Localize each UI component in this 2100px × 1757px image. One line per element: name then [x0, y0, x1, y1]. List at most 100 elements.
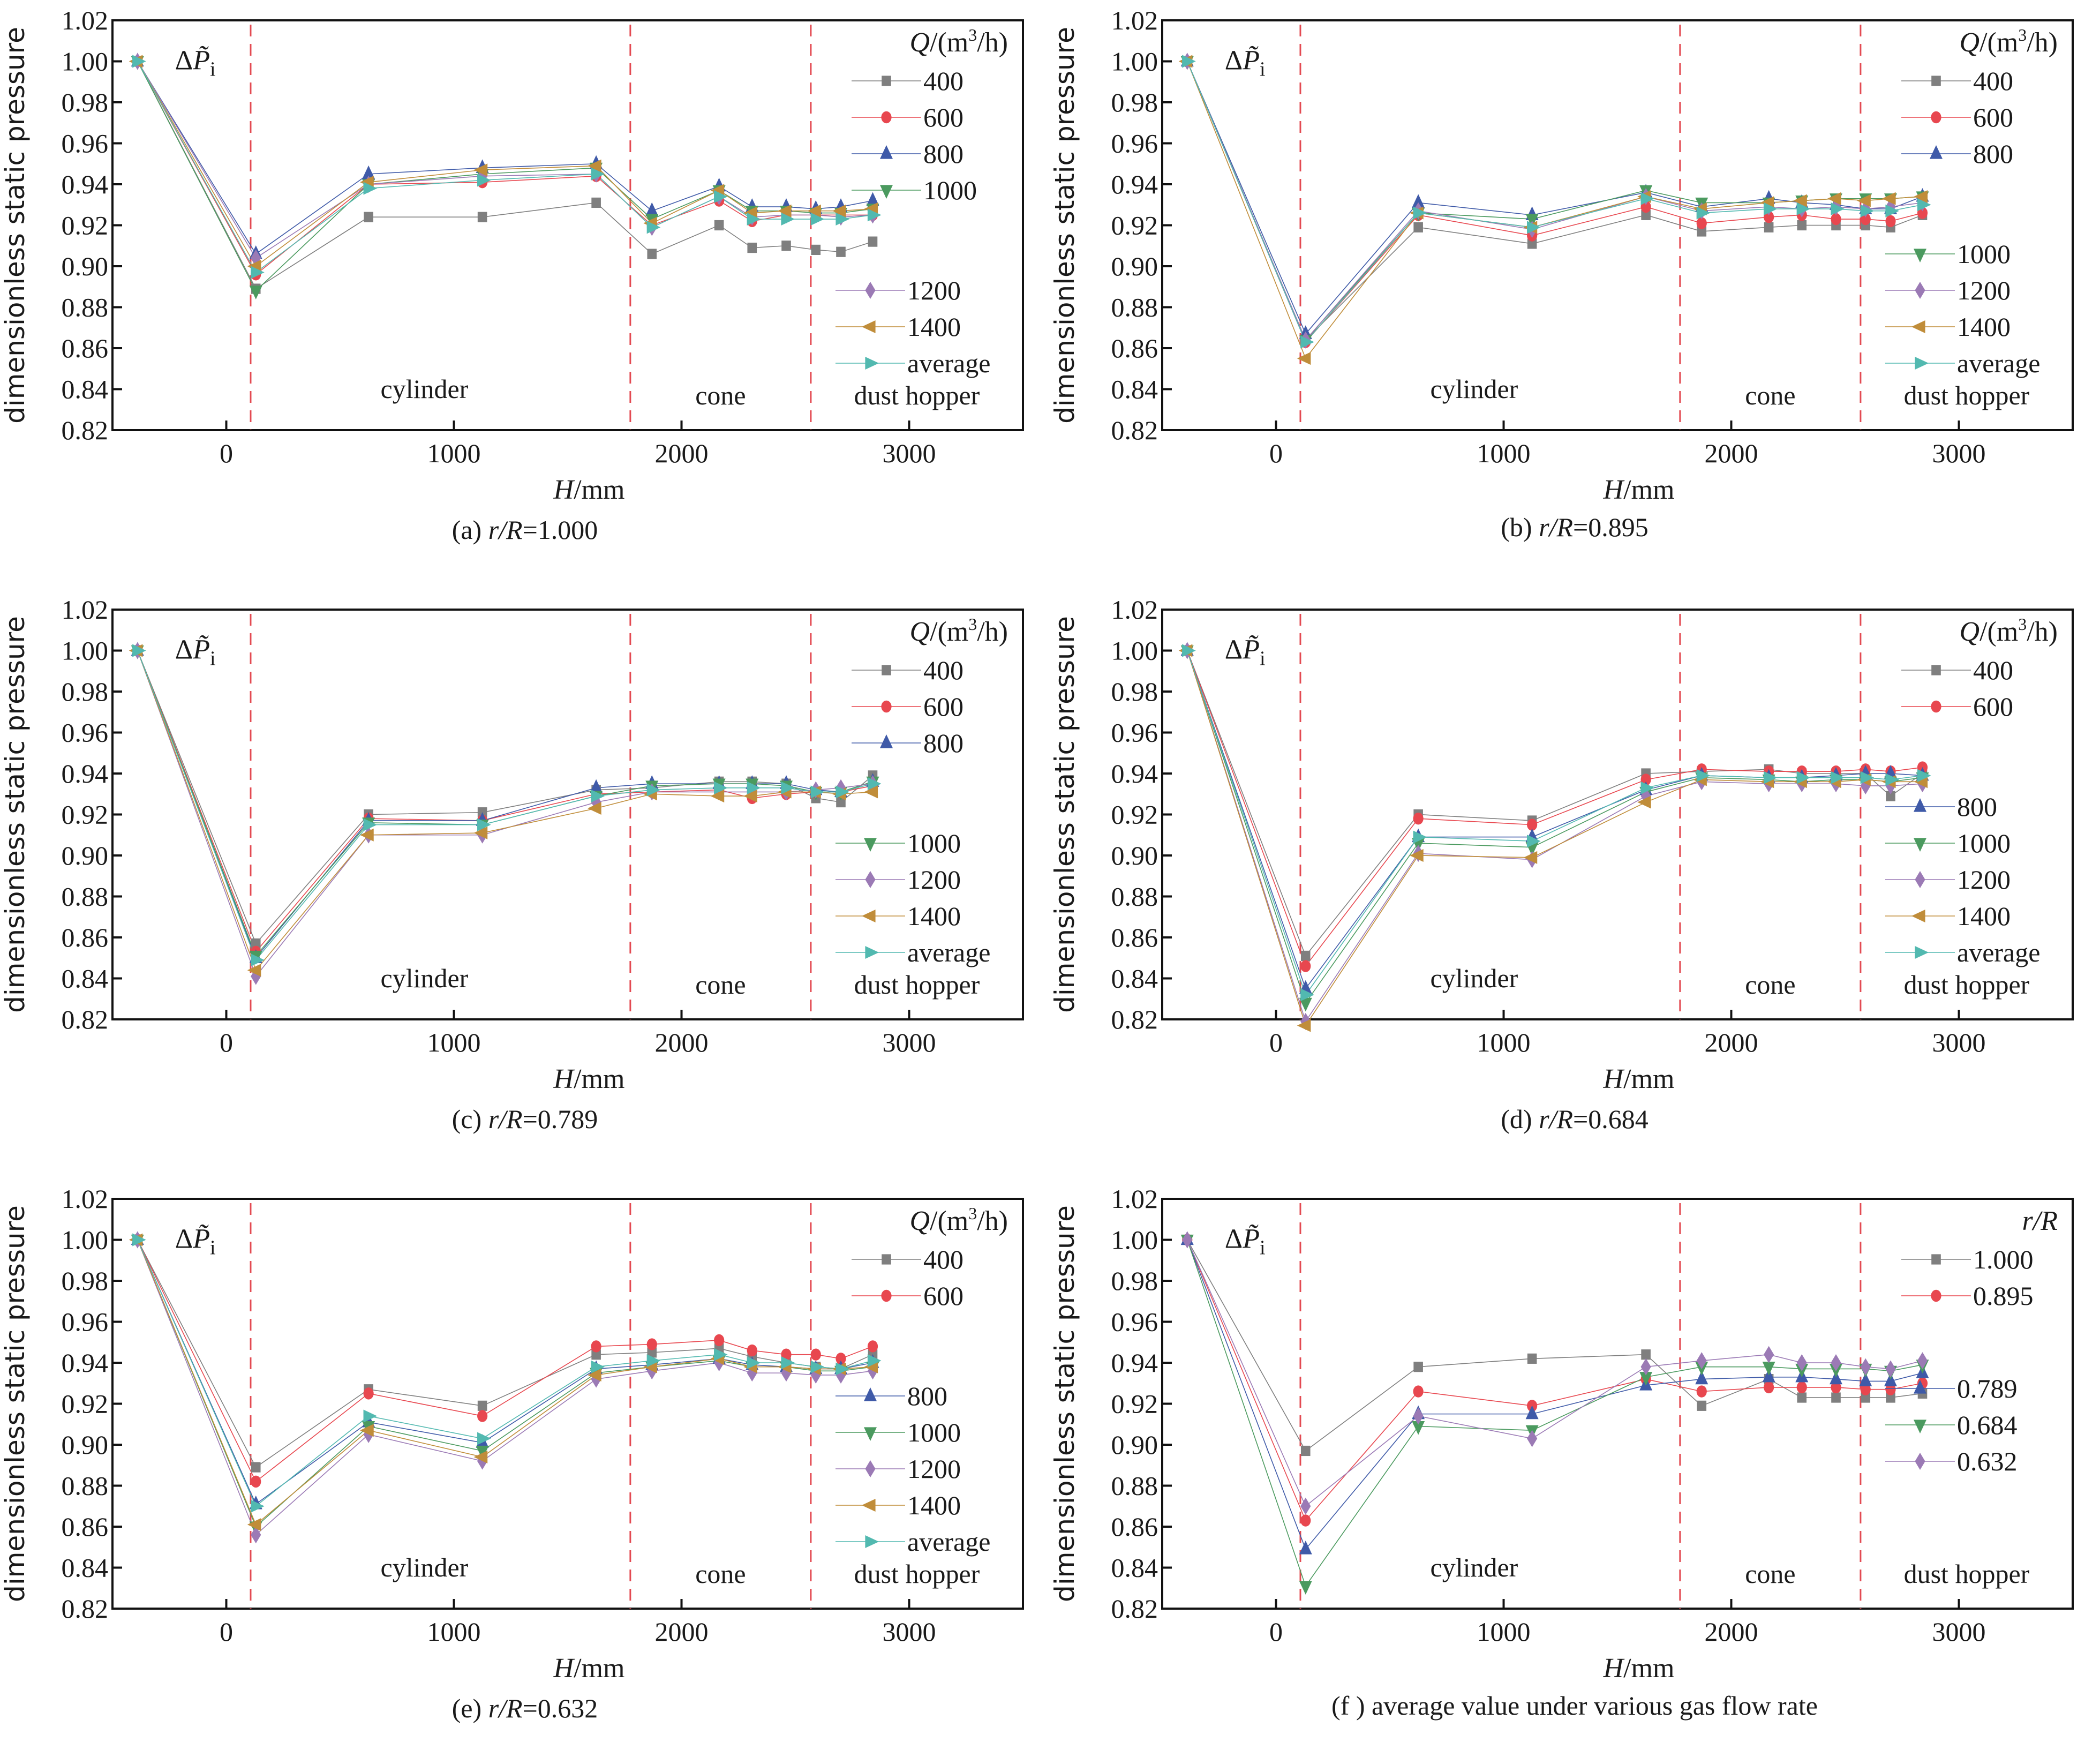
x-axis-label-unit: /mm — [574, 1064, 624, 1094]
series-line-average — [137, 650, 873, 961]
series-line-400 — [137, 1240, 873, 1468]
y-tick-label: 0.92 — [62, 211, 109, 241]
y-tick-label: 1.00 — [1111, 1225, 1158, 1255]
series-line-1400 — [1187, 61, 1923, 359]
legend-marker-square — [1931, 665, 1941, 675]
legend-label: 1200 — [907, 1454, 961, 1484]
data-point-average — [132, 644, 146, 657]
x-axis-label: H/mm — [1603, 1653, 1675, 1684]
legend-label: 1200 — [907, 865, 961, 895]
y-axis-label: dimensionless static pressure — [0, 616, 31, 1013]
data-point-average — [1885, 204, 1899, 217]
legend-item-1000: 1000 — [852, 175, 977, 205]
data-point-1200 — [1860, 777, 1871, 794]
data-point-average — [363, 1409, 378, 1423]
x-axis-label-var: H — [1603, 1653, 1625, 1684]
legend-marker-triangle-up — [1914, 798, 1926, 812]
y-axis-label: dimensionless static pressure — [1049, 1205, 1080, 1602]
data-point-1200 — [646, 1362, 657, 1380]
legend-item-0.895: 0.895 — [1901, 1281, 2034, 1311]
data-point-400 — [1797, 220, 1807, 231]
legend-label: 400 — [1973, 655, 2013, 685]
legend-item-600: 600 — [1901, 102, 2013, 132]
data-point-400 — [1697, 226, 1707, 237]
legend-label: 600 — [923, 692, 964, 722]
y-tick-label: 0.94 — [1111, 759, 1158, 789]
chart-b-caption: (b) r/R=0.895 — [1501, 512, 1649, 542]
legend-marker-triangle-right — [865, 357, 879, 370]
data-point-average — [646, 1354, 661, 1368]
data-point-600 — [1413, 812, 1424, 825]
legend-label: 800 — [907, 1381, 947, 1411]
series-line-0.632 — [1187, 1240, 1923, 1507]
data-point-average — [1696, 206, 1711, 220]
series-line-1000 — [137, 650, 873, 957]
y-tick-label: 0.90 — [1111, 1430, 1158, 1460]
data-point-400 — [1300, 950, 1311, 962]
data-point-1400 — [588, 159, 601, 172]
legend-marker-triangle-up — [1914, 1380, 1926, 1394]
data-point-600 — [1527, 819, 1538, 831]
data-point-1200 — [836, 779, 846, 797]
data-point-average — [1796, 202, 1811, 215]
data-point-0.895 — [1885, 1383, 1896, 1395]
y-tick-label: 0.86 — [62, 1512, 109, 1542]
region-label-dust-hopper: dust hopper — [854, 1559, 980, 1589]
legend-item-1400: 1400 — [1885, 901, 2011, 931]
legend-label: 400 — [1973, 66, 2013, 96]
data-point-average — [867, 208, 882, 222]
legend-item-average: average — [836, 348, 990, 378]
x-axis-label-var: H — [553, 1064, 575, 1094]
legend-marker-triangle-down — [1914, 249, 1926, 262]
data-point-average — [714, 781, 728, 794]
data-point-1400 — [832, 204, 846, 217]
data-point-average — [1300, 335, 1314, 349]
data-point-800 — [866, 192, 879, 206]
data-point-400 — [1527, 238, 1537, 249]
data-point-1400 — [1297, 352, 1311, 365]
y-tick-label: 0.82 — [62, 1594, 109, 1624]
x-tick-label: 0 — [1269, 438, 1283, 468]
y-tick-label: 0.98 — [1111, 677, 1158, 707]
legend-label: 800 — [1957, 792, 1997, 822]
legend-label: 400 — [923, 66, 964, 96]
region-label-cone: cone — [695, 380, 746, 410]
region-label-dust-hopper: dust hopper — [1904, 1559, 2030, 1589]
series-line-1.000 — [1187, 1240, 1923, 1452]
legend-marker-triangle-left — [862, 320, 876, 333]
series-line-1200 — [1187, 61, 1923, 341]
series-line-1400 — [137, 1240, 873, 1526]
legend-marker-triangle-down — [1914, 838, 1926, 852]
legend-marker-square — [882, 76, 891, 86]
legend-item-1200: 1200 — [836, 865, 961, 895]
series-line-400 — [1187, 650, 1923, 957]
x-tick-label: 0 — [1269, 1027, 1283, 1057]
chart-panel-d: 0.82 0.84 0.86 0.88 0.90 0.92 0.94 0.96 0.98 1.00… — [1049, 589, 2099, 1168]
series-group — [129, 642, 882, 985]
y-tick-label: 0.84 — [1111, 374, 1158, 404]
series-line-600 — [137, 61, 873, 275]
y-tick-label: 0.82 — [1111, 1594, 1158, 1624]
data-point-800 — [645, 202, 659, 216]
data-point-average — [1640, 192, 1655, 205]
data-point-average — [477, 1432, 491, 1445]
x-axis-label-unit: /mm — [574, 475, 624, 505]
y-tick-label: 0.88 — [1111, 1471, 1158, 1501]
legend-marker-triangle-right — [1915, 357, 1929, 370]
data-point-0.895 — [1831, 1381, 1841, 1394]
delta-p-annotation: ΔP̃i — [175, 635, 216, 670]
region-label-cylinder: cylinder — [381, 374, 469, 404]
legend-item-1000: 1000 — [1885, 828, 2011, 858]
data-point-average — [1640, 781, 1655, 794]
legend-marker-square — [1931, 1254, 1941, 1265]
data-point-600 — [591, 1340, 601, 1353]
data-point-average — [1917, 769, 1931, 782]
y-tick-label: 1.02 — [62, 1184, 109, 1214]
data-point-1200 — [781, 1364, 792, 1382]
data-point-average — [714, 190, 728, 203]
y-tick-label: 0.84 — [62, 1553, 109, 1583]
legend-label: 0.684 — [1957, 1410, 2018, 1440]
region-label-cone: cone — [695, 1559, 746, 1589]
legend-label: average — [907, 937, 990, 967]
data-point-0.684 — [1299, 1581, 1312, 1595]
